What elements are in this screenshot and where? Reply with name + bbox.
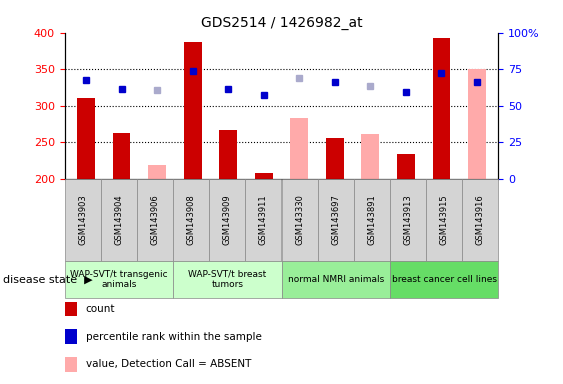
Bar: [148, 165, 166, 179]
Title: GDS2514 / 1426982_at: GDS2514 / 1426982_at: [200, 16, 363, 30]
Bar: [326, 139, 343, 179]
Bar: [255, 174, 272, 179]
Text: WAP-SVT/t breast
tumors: WAP-SVT/t breast tumors: [188, 270, 266, 289]
Text: GSM143891: GSM143891: [367, 194, 376, 245]
Text: value, Detection Call = ABSENT: value, Detection Call = ABSENT: [86, 359, 251, 369]
Text: GSM143330: GSM143330: [295, 194, 304, 245]
Bar: [113, 133, 131, 179]
Text: GSM143913: GSM143913: [404, 194, 413, 245]
Text: percentile rank within the sample: percentile rank within the sample: [86, 332, 261, 342]
Text: GSM143915: GSM143915: [440, 195, 449, 245]
Text: GSM143909: GSM143909: [223, 195, 232, 245]
Text: count: count: [86, 304, 115, 314]
Bar: [184, 42, 202, 179]
Text: breast cancer cell lines: breast cancer cell lines: [391, 275, 497, 284]
Bar: [432, 38, 450, 179]
Bar: [220, 130, 237, 179]
Text: disease state  ▶: disease state ▶: [3, 274, 92, 285]
Text: WAP-SVT/t transgenic
animals: WAP-SVT/t transgenic animals: [70, 270, 168, 289]
Text: GSM143911: GSM143911: [259, 195, 268, 245]
Text: GSM143906: GSM143906: [150, 194, 159, 245]
Text: GSM143916: GSM143916: [476, 194, 485, 245]
Text: normal NMRI animals: normal NMRI animals: [288, 275, 384, 284]
Text: GSM143903: GSM143903: [78, 194, 87, 245]
Bar: [397, 154, 415, 179]
Bar: [291, 118, 308, 179]
Bar: [468, 69, 486, 179]
Bar: [77, 98, 95, 179]
Text: GSM143904: GSM143904: [114, 195, 123, 245]
Text: GSM143697: GSM143697: [331, 194, 340, 245]
Bar: [361, 134, 379, 179]
Text: GSM143908: GSM143908: [187, 194, 196, 245]
